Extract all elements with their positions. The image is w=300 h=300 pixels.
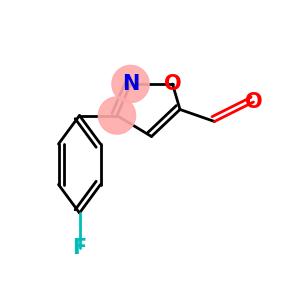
Text: F: F	[72, 238, 87, 257]
Text: O: O	[245, 92, 262, 112]
Circle shape	[112, 65, 149, 103]
Text: O: O	[164, 74, 181, 94]
Text: N: N	[122, 74, 139, 94]
Circle shape	[98, 97, 136, 134]
